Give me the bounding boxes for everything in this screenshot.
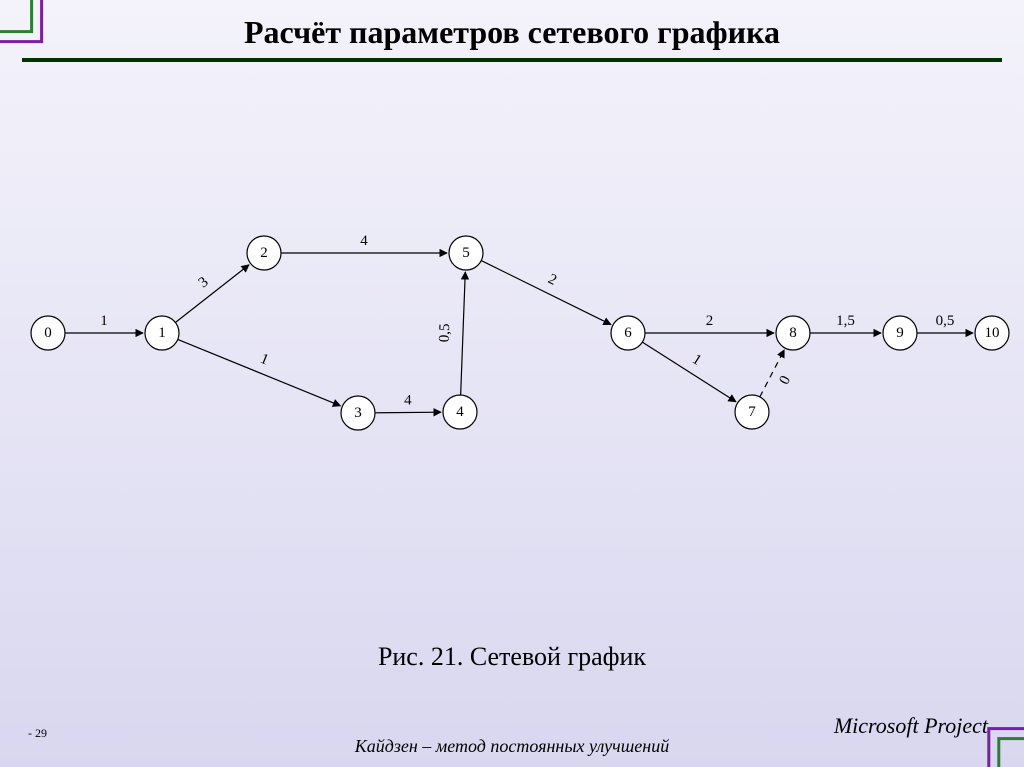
corner-square (0, 0, 42, 42)
corner-square (0, 0, 32, 32)
slide: Расчёт параметров сетевого графика 13144… (0, 0, 1024, 767)
footer-note: Кайдзен – метод постоянных улучшений (0, 736, 1024, 757)
figure-caption: Рис. 21. Сетевой график (0, 642, 1024, 672)
